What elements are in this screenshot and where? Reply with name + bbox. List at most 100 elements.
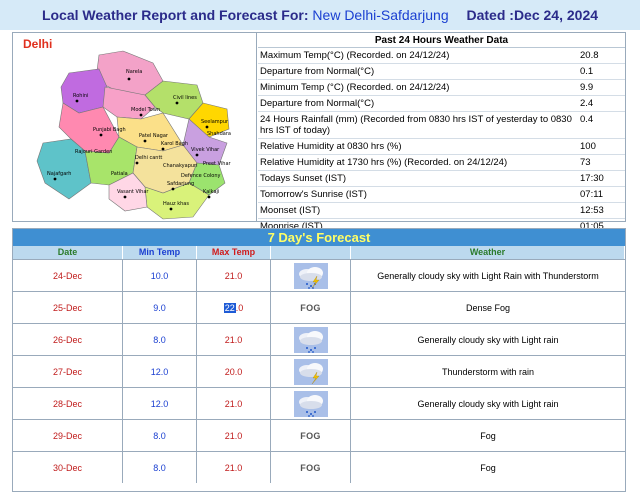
past-data-label: Relative Humidity at 0830 hrs (%)	[260, 141, 402, 152]
selected-text: 22	[223, 302, 236, 313]
svg-text:Najafgarh: Najafgarh	[47, 171, 71, 177]
past-24h-panel: Past 24 Hours Weather Data Maximum Temp(…	[258, 33, 625, 235]
delhi-district-map: Narela Rohini Model Town Civil lines See…	[13, 33, 257, 221]
past-data-row: Departure from Normal(°C) 0.1	[258, 64, 625, 80]
forecast-rows: 24-Dec 10.0 21.0 Generally cloudy sky with …	[13, 259, 625, 483]
forecast-date: 30-Dec	[13, 452, 123, 483]
past-data-label: Departure from Normal(°C)	[260, 66, 375, 77]
forecast-min-temp: 12.0	[123, 388, 197, 419]
forecast-date: 25-Dec	[13, 292, 123, 323]
past-data-label: 24 Hours Rainfall (mm) (Recorded from 08…	[260, 114, 572, 136]
past-data-value: 9.9	[580, 82, 594, 93]
forecast-row: 26-Dec 8.0 21.0 Generally cloudy sky with L…	[13, 323, 625, 355]
past-data-row: 24 Hours Rainfall (mm) (Recorded from 08…	[258, 112, 625, 139]
svg-text:Punjabi Bagh: Punjabi Bagh	[93, 127, 126, 133]
header-min-temp: Min Temp	[123, 246, 197, 259]
forecast-icon-cell	[271, 260, 351, 291]
forecast-max-temp: 21.0	[197, 420, 271, 451]
forecast-date: 24-Dec	[13, 260, 123, 291]
past-data-row: Relative Humidity at 0830 hrs (%) 100	[258, 139, 625, 155]
past-data-row: Minimum Temp (°C) (Recorded. on 24/12/24…	[258, 80, 625, 96]
past-data-label: Maximum Temp(°C) (Recorded. on 24/12/24)	[260, 50, 450, 61]
past-data-label: Todays Sunset (IST)	[260, 173, 347, 184]
rain-icon	[293, 326, 328, 353]
header-weather: Weather	[351, 246, 625, 259]
forecast-row: 29-Dec 8.0 21.0 FOG Fog	[13, 419, 625, 451]
forecast-row: 24-Dec 10.0 21.0 Generally cloudy sky with …	[13, 259, 625, 291]
fog-icon: FOG	[294, 455, 328, 481]
forecast-min-temp: 10.0	[123, 260, 197, 291]
svg-text:Shahdara: Shahdara	[207, 131, 231, 137]
seven-day-forecast: 7 Day's Forecast Date Min Temp Max Temp …	[12, 228, 626, 492]
report-header: Local Weather Report and Forecast For: N…	[0, 0, 640, 30]
past-data-value: 07:11	[580, 189, 604, 200]
forecast-max-temp: 22.0	[197, 292, 271, 323]
svg-text:Karol Bagh: Karol Bagh	[161, 141, 188, 147]
fog-icon-text: FOG	[300, 430, 321, 441]
past-data-value: 20.8	[580, 50, 599, 61]
forecast-weather: Generally cloudy sky with Light Rain wit…	[377, 270, 599, 281]
forecast-icon-cell	[271, 324, 351, 355]
header-date: Date	[13, 246, 123, 259]
report-date: Dated :Dec 24, 2024	[466, 7, 599, 23]
past-data-row: Moonset (IST) 12:53	[258, 203, 625, 219]
svg-text:Civil lines: Civil lines	[173, 95, 197, 101]
max-temp-decimal: .0	[235, 302, 244, 313]
rain-icon	[293, 390, 328, 417]
forecast-icon-cell	[271, 388, 351, 419]
past-data-value: 0.1	[580, 66, 594, 77]
svg-text:Safdarjung: Safdarjung	[167, 181, 194, 187]
past-data-label: Tomorrow's Sunrise (IST)	[260, 189, 367, 200]
svg-text:Preet Vihar: Preet Vihar	[203, 161, 232, 167]
forecast-icon-cell: FOG	[271, 292, 351, 323]
svg-text:Patel Nagar: Patel Nagar	[139, 133, 169, 139]
forecast-max-temp: 21.0	[197, 452, 271, 483]
forecast-title: 7 Day's Forecast	[13, 229, 625, 246]
past-data-row: Todays Sunset (IST) 17:30	[258, 171, 625, 187]
forecast-max-temp: 20.0	[197, 356, 271, 387]
fog-icon-text: FOG	[300, 302, 321, 313]
svg-text:Delhi cantt: Delhi cantt	[135, 155, 162, 161]
svg-text:Patiala: Patiala	[111, 171, 128, 177]
past-data-row: Maximum Temp(°C) (Recorded. on 24/12/24)…	[258, 48, 625, 64]
forecast-date: 27-Dec	[13, 356, 123, 387]
past-data-value: 12:53	[580, 205, 604, 216]
forecast-header-row: Date Min Temp Max Temp Weather	[13, 246, 625, 259]
past-data-row: Tomorrow's Sunrise (IST) 07:11	[258, 187, 625, 203]
district-map-graphic: Narela Rohini Model Town Civil lines See…	[36, 50, 232, 220]
svg-text:Defence Colony: Defence Colony	[181, 173, 221, 179]
forecast-date: 29-Dec	[13, 420, 123, 451]
forecast-row: 27-Dec 12.0 20.0 Thunderstorm with rain	[13, 355, 625, 387]
past-data-value: 01:05	[580, 221, 604, 232]
header-max-temp: Max Temp	[197, 246, 271, 259]
forecast-min-temp: 8.0	[123, 452, 197, 483]
past-data-value: 0.4	[580, 114, 594, 125]
svg-text:Rohini: Rohini	[73, 93, 88, 99]
forecast-min-temp: 8.0	[123, 420, 197, 451]
past-data-row: Relative Humidity at 1730 hrs (%) (Recor…	[258, 155, 625, 171]
forecast-min-temp: 9.0	[123, 292, 197, 323]
forecast-row: 30-Dec 8.0 21.0 FOG Fog	[13, 451, 625, 483]
past-data-value: 73	[580, 157, 591, 168]
forecast-min-temp: 12.0	[123, 356, 197, 387]
past-data-label: Moonrise (IST)	[260, 221, 323, 232]
svg-text:Vasant Vihar: Vasant Vihar	[117, 189, 149, 195]
svg-text:Chanakyapuri: Chanakyapuri	[163, 163, 198, 169]
past-data-row: Departure from Normal(°C) 2.4	[258, 96, 625, 112]
rain-thunder-icon	[293, 262, 328, 289]
forecast-weather: Fog	[480, 462, 496, 473]
map-title: Delhi	[23, 37, 53, 51]
station-name: New Delhi-Safdarjung	[312, 7, 449, 23]
fog-icon: FOG	[294, 423, 328, 449]
svg-text:Seelampur: Seelampur	[201, 119, 229, 125]
past-data-table: Maximum Temp(°C) (Recorded. on 24/12/24)…	[258, 48, 625, 235]
forecast-weather: Generally cloudy sky with Light rain	[417, 398, 559, 409]
past-data-label: Relative Humidity at 1730 hrs (%) (Recor…	[260, 157, 508, 168]
svg-text:Narela: Narela	[126, 69, 142, 75]
header-icon	[271, 246, 351, 259]
thunderstorm-icon	[293, 358, 328, 385]
forecast-weather: Generally cloudy sky with Light rain	[417, 334, 559, 345]
forecast-icon-cell	[271, 356, 351, 387]
svg-text:Model Town: Model Town	[131, 107, 160, 113]
forecast-weather: Fog	[480, 430, 496, 441]
